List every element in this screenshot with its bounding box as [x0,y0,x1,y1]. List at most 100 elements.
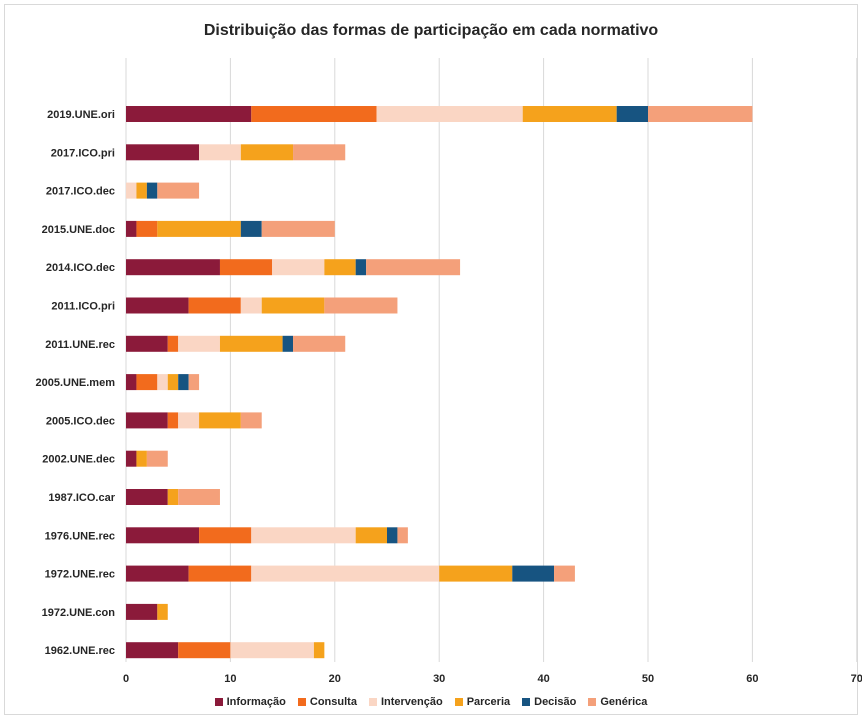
category-label: 2015.UNE.doc [42,224,115,236]
bar-segment [126,144,200,161]
bars [126,106,753,659]
bar-segment [293,335,346,352]
bar-segment [126,259,220,276]
bar-segment [167,335,179,352]
category-label: 2002.UNE.dec [42,454,115,466]
legend-swatch [588,698,597,706]
category-label: 1987.ICO.car [48,492,115,504]
legend-swatch [454,698,463,706]
bar-segment [126,220,137,237]
bar-segment [324,297,398,314]
x-tick-10: 10 [224,673,236,685]
legend-item: Genérica [588,696,647,708]
bar-segment [146,450,168,467]
bar-segment [616,106,648,122]
legend-swatch [522,698,531,706]
category-label: 2019.UNE.ori [47,109,115,121]
bar-segment [261,220,335,237]
bar-segment [199,527,252,544]
legend: Informação Consulta Intervenção Parceria Dec… [0,696,862,708]
bar-segment [126,527,200,544]
bar-segment [512,565,555,582]
bar-segment [355,527,387,544]
bar-segment [355,259,367,276]
bar-segment [157,603,168,620]
bar-segment [126,450,137,467]
bar-segment [126,642,179,659]
bar-segment [126,335,168,352]
gridlines [125,58,858,662]
category-label: 2011.UNE.rec [45,339,115,351]
legend-item: Decisão [522,696,576,708]
bar-segment [240,412,262,429]
legend-item: Consulta [297,696,357,708]
category-label: 1976.UNE.rec [45,530,115,542]
bar-segment [146,182,158,199]
bar-segment [282,335,294,352]
x-tick-0: 0 [123,673,129,685]
bar-segment [219,259,273,276]
bar-segment [261,297,325,314]
bar-segment [126,182,137,199]
legend-swatch [297,698,306,706]
bar-segment [136,182,147,199]
bar-segment [240,297,262,314]
legend-item: Intervenção [368,696,443,708]
bar-segment [387,527,398,544]
bar-segment [219,335,283,352]
chart-title: Distribuição das formas de participação … [203,22,659,39]
bar-segment [178,642,231,659]
x-tick-60: 60 [746,673,758,685]
legend-label: Intervenção [380,696,443,708]
x-tick-30: 30 [433,673,445,685]
bar-segment [230,642,314,659]
bar-segment [178,335,220,352]
bar-segment [126,297,189,314]
bar-segment [293,144,346,161]
bar-segment [157,220,241,237]
bar-segment [178,374,189,391]
bar-segment [199,412,241,429]
category-label: 2017.ICO.pri [51,147,115,159]
bar-segment [439,565,513,582]
bar-segment [136,450,147,467]
category-label: 1962.UNE.rec [45,645,115,657]
bar-segment [366,259,461,276]
category-label: 1972.UNE.rec [45,569,115,581]
bar-segment [272,259,325,276]
legend-item: Informação [214,696,286,708]
bar-segment [648,106,753,122]
category-label: 2011.ICO.pri [51,301,115,313]
bar-segment [136,374,158,391]
legend-label: Decisão [534,696,577,708]
bar-segment [178,412,200,429]
bar-segment [157,182,200,199]
x-tick-labels: 0 10 20 30 40 50 60 70 [123,673,862,685]
bar-segment [167,489,179,505]
bar-segment [324,259,356,276]
x-tick-70: 70 [851,673,862,685]
legend-label: Consulta [309,696,357,708]
bar-segment [178,489,220,505]
bar-segment [199,144,241,161]
bar-segment [126,412,168,429]
x-tick-20: 20 [329,673,341,685]
category-labels: 2019.UNE.ori 2017.ICO.pri 2017.ICO.dec 2015… [36,109,116,657]
legend-swatch [368,698,377,706]
legend-label: Genérica [600,696,648,708]
legend-swatch [214,698,223,706]
x-tick-40: 40 [537,673,549,685]
bar-segment [554,565,575,582]
bar-segment [188,374,200,391]
bar-segment [251,527,356,544]
x-tick-50: 50 [642,673,654,685]
bar-segment [397,527,408,544]
category-label: 2017.ICO.dec [46,186,115,198]
bar-segment [251,565,440,582]
bar-segment [126,374,137,391]
bar-segment [522,106,617,122]
legend-label: Parceria [466,696,511,708]
bar-segment [157,374,168,391]
bar-segment [136,220,158,237]
